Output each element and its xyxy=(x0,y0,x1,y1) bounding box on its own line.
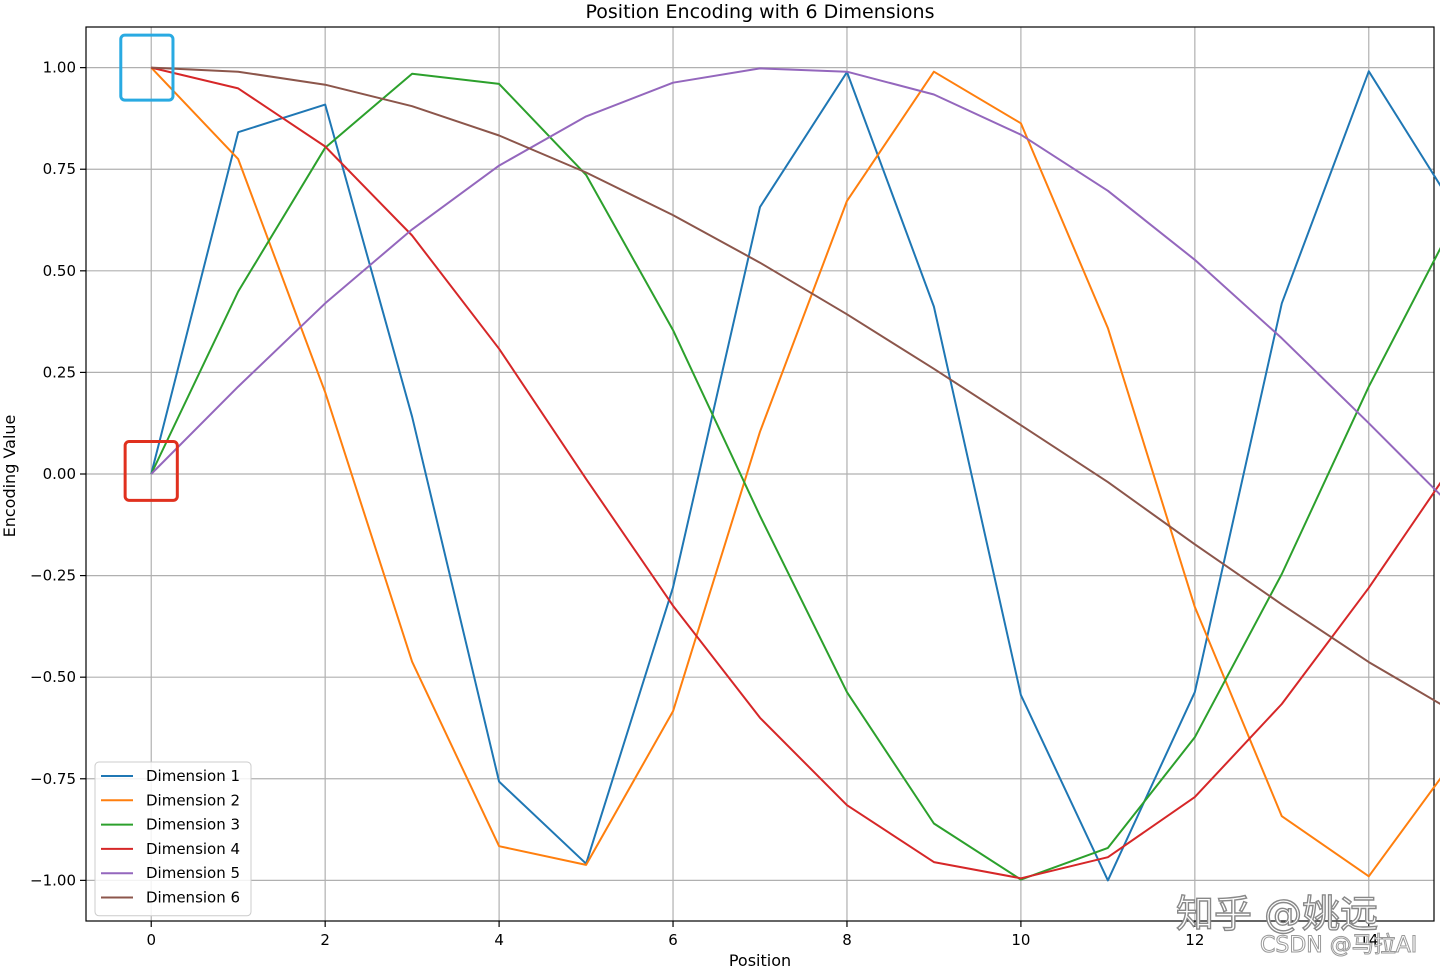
legend-label: Dimension 4 xyxy=(146,840,240,858)
series-line-dimension-3 xyxy=(150,72,1440,881)
y-tick-label: −0.25 xyxy=(30,567,76,585)
legend-label: Dimension 2 xyxy=(146,791,240,809)
chart-title: Position Encoding with 6 Dimensions xyxy=(586,1,935,23)
legend-label: Dimension 5 xyxy=(146,864,240,882)
x-tick-label: 8 xyxy=(842,931,852,949)
axes: 0 2 4 6 8 10 12 14 −1.00 −0.75 −0.50 −0.25 0.00 0.25 0… xyxy=(30,26,1435,949)
y-tick-label: 1.00 xyxy=(43,59,76,77)
y-tick-label: −0.50 xyxy=(30,668,76,686)
y-tick-label: −1.00 xyxy=(30,871,76,889)
legend-label: Dimension 1 xyxy=(146,767,240,785)
watermark-primary: 知乎 @姚远 xyxy=(1176,892,1378,936)
grid xyxy=(86,27,1434,921)
series-lines xyxy=(150,66,1440,882)
legend-label: Dimension 6 xyxy=(146,889,240,907)
y-tick-label: 0.00 xyxy=(43,465,76,483)
y-tick-label: 0.50 xyxy=(43,262,76,280)
highlight-annotations xyxy=(119,33,179,502)
legend-label: Dimension 3 xyxy=(146,816,240,834)
x-tick-label: 2 xyxy=(320,931,330,949)
x-tick-label: 6 xyxy=(668,931,678,949)
highlight-box-1 xyxy=(119,33,175,102)
x-tick-label: 10 xyxy=(1011,931,1030,949)
legend-box xyxy=(94,761,252,917)
y-axis-label: Encoding Value xyxy=(0,415,19,538)
highlight-box-2 xyxy=(123,439,179,502)
legend: Dimension 1 Dimension 2 Dimension 3 Dimensi… xyxy=(94,761,252,917)
series-line-dimension-6 xyxy=(151,66,1440,705)
y-tick-label: 0.75 xyxy=(43,160,76,178)
series-line-dimension-5 xyxy=(150,67,1440,496)
x-tick-label: 12 xyxy=(1185,931,1204,949)
x-axis-label: Position xyxy=(729,951,791,970)
x-tick-label: 0 xyxy=(146,931,156,949)
y-tick-label: −0.75 xyxy=(30,770,76,788)
series-line-dimension-1 xyxy=(150,70,1440,882)
y-tick-label: 0.25 xyxy=(43,363,76,381)
series-line-dimension-4 xyxy=(150,66,1440,880)
x-tick-label: 4 xyxy=(494,931,504,949)
x-tick-label: 14 xyxy=(1359,931,1378,949)
watermark-secondary: CSDN @马拉AI xyxy=(1260,933,1417,958)
series-line-dimension-2 xyxy=(150,66,1440,878)
